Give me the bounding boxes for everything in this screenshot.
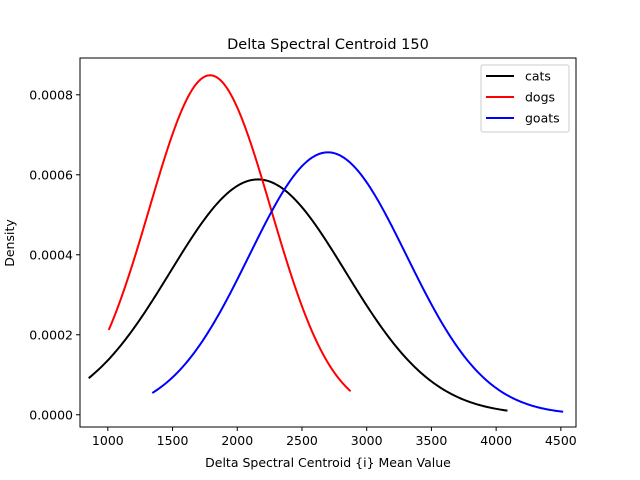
series-line-cats (88, 178, 508, 412)
series-layer (88, 74, 564, 413)
y-tick-label: 0.0008 (29, 87, 73, 102)
x-tick-label: 3500 (416, 433, 448, 448)
legend: cats dogs goats (480, 64, 570, 133)
series-line-dogs (107, 74, 352, 392)
x-axis-label: Delta Spectral Centroid {i} Mean Value (205, 455, 451, 470)
x-tick-label: 2500 (286, 433, 318, 448)
y-axis-label: Density (2, 219, 17, 267)
x-tick-label: 4500 (545, 433, 577, 448)
x-tick-label: 2000 (221, 433, 253, 448)
x-tick-label: 3000 (351, 433, 383, 448)
chart-title: Delta Spectral Centroid 150 (227, 37, 429, 53)
legend-label-cats: cats (525, 69, 551, 84)
legend-box (480, 64, 570, 133)
x-axis: 1000 1500 2000 2500 3000 3500 4000 4500 (92, 427, 577, 448)
y-axis: 0.0000 0.0002 0.0004 0.0006 0.0008 (29, 87, 80, 422)
legend-label-goats: goats (525, 111, 560, 126)
y-tick-label: 0.0002 (29, 327, 73, 342)
y-tick-label: 0.0000 (29, 407, 73, 422)
y-tick-label: 0.0006 (29, 167, 73, 182)
plot-frame (79, 57, 577, 428)
legend-label-dogs: dogs (525, 90, 555, 105)
x-tick-label: 4000 (480, 433, 512, 448)
x-tick-label: 1500 (157, 433, 189, 448)
x-tick-label: 1000 (92, 433, 124, 448)
y-tick-label: 0.0004 (29, 247, 73, 262)
series-line-goats (151, 151, 564, 413)
